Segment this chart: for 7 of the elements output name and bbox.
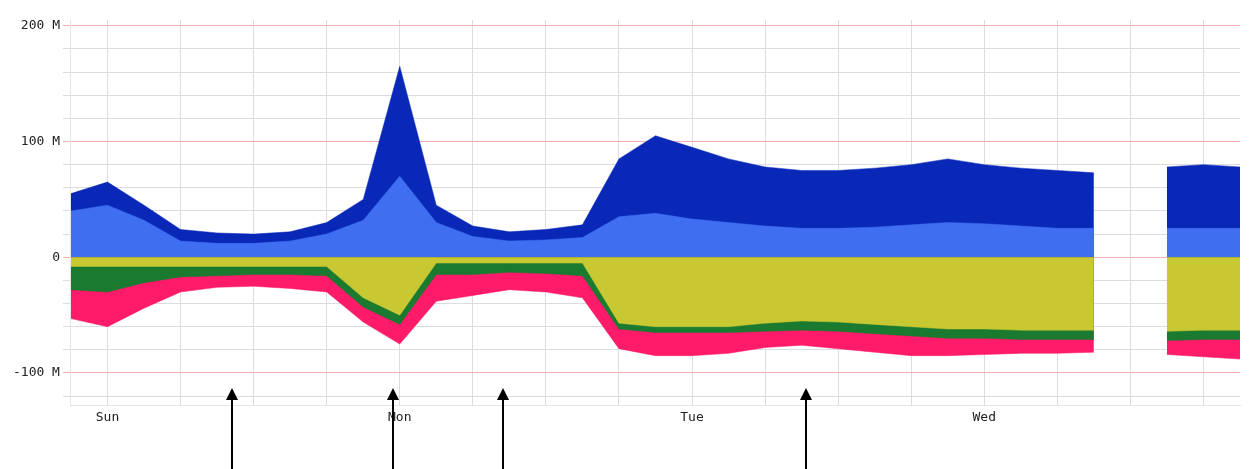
y-tick-label: 200 M [20, 17, 61, 33]
x-tick-label: Tue [680, 408, 704, 424]
y-tick-label: 0 [52, 248, 60, 264]
y-tick-label: -100 M [12, 364, 61, 380]
x-tick-label: Wed [972, 408, 997, 424]
x-tick-label: Sun [95, 408, 120, 424]
y-tick-label: 100 M [20, 132, 61, 148]
